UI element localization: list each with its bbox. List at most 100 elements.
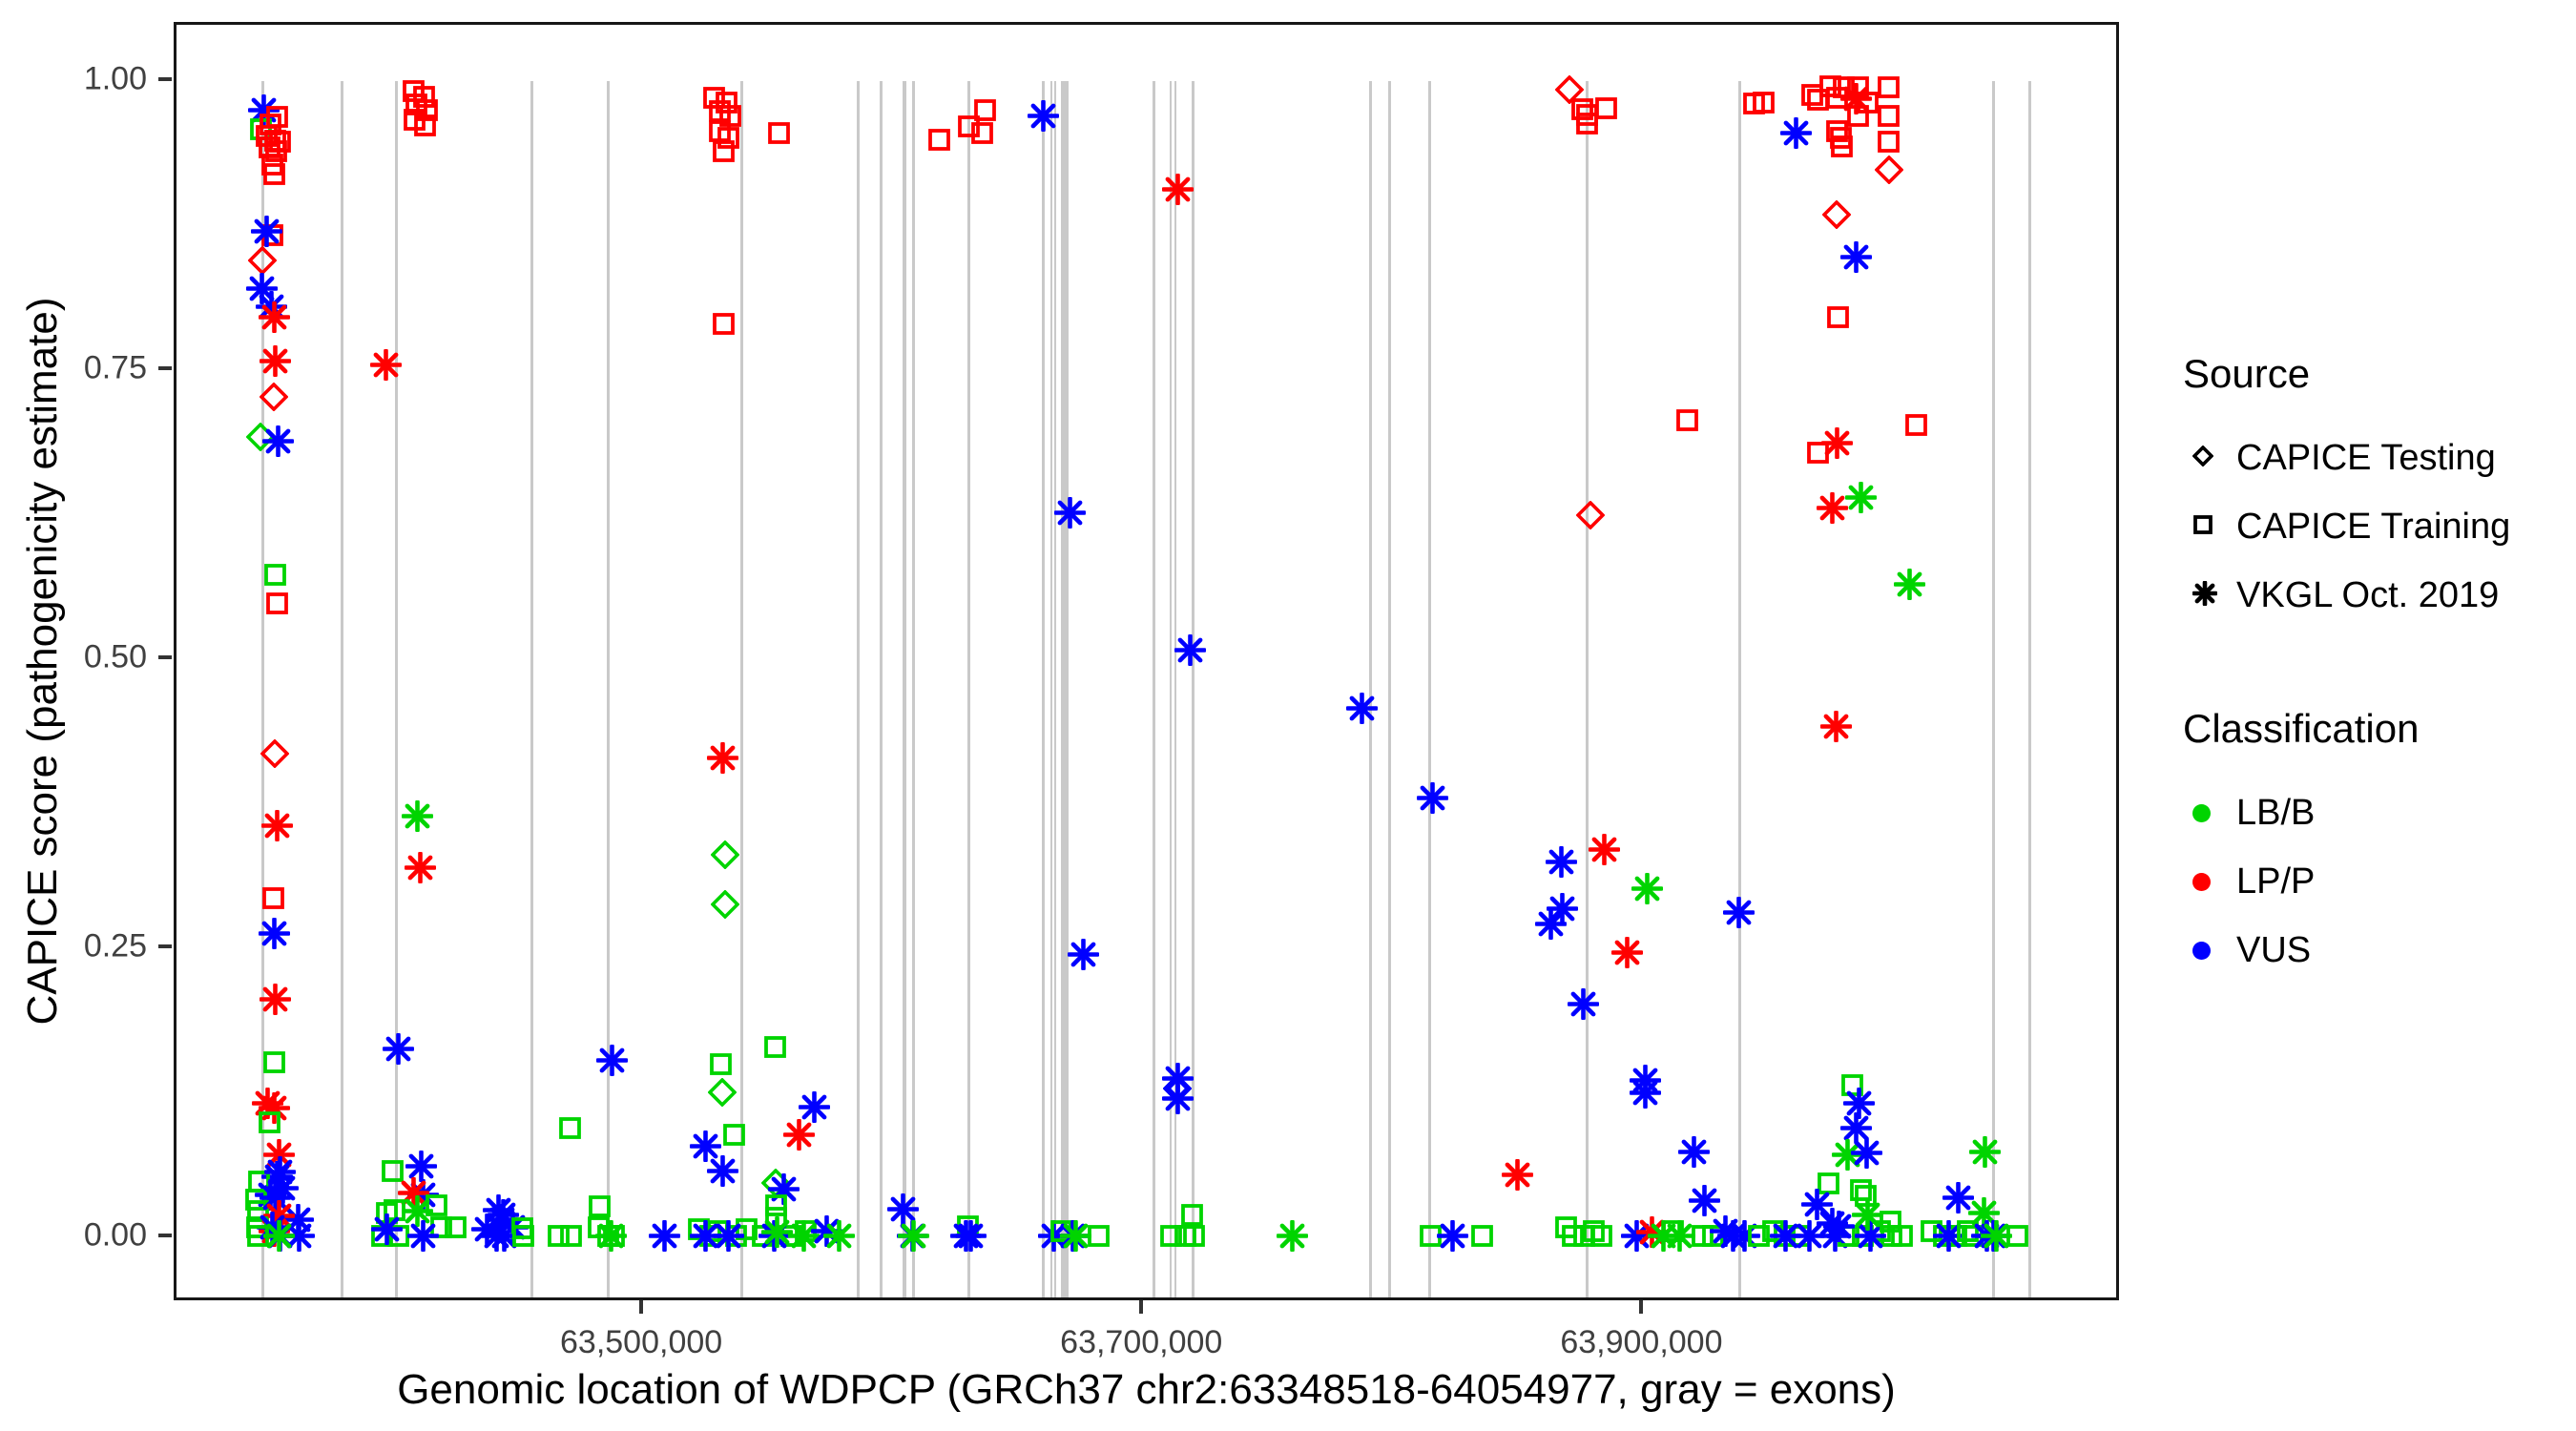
data-point (1877, 130, 1901, 154)
exon-region-line (2028, 81, 2032, 1297)
data-point (261, 810, 294, 842)
data-point (381, 1159, 405, 1183)
data-point (1874, 155, 1903, 184)
data-point (1801, 1188, 1834, 1220)
data-point (1688, 1185, 1720, 1217)
exon-region-line (606, 81, 610, 1297)
data-point (262, 1050, 286, 1074)
data-point (1053, 497, 1086, 529)
data-point (405, 1150, 437, 1182)
data-point (707, 741, 739, 774)
data-point (1981, 1219, 2013, 1252)
data-point (251, 216, 283, 248)
data-point (558, 1116, 582, 1140)
data-point (955, 1219, 987, 1252)
legend-source-item: VKGL Oct. 2019 (2183, 561, 2565, 630)
data-point (1174, 634, 1206, 667)
data-point (1575, 500, 1605, 529)
data-point (783, 1119, 816, 1151)
data-point (1575, 112, 1599, 135)
y-tick-label: 0.00 (83, 1216, 147, 1254)
data-point (1793, 1219, 1825, 1252)
data-point (1661, 1219, 1685, 1243)
exon-region-line (1428, 81, 1432, 1297)
y-tick-label: 0.50 (83, 638, 147, 675)
data-point (260, 984, 292, 1016)
data-point (1956, 1219, 1980, 1243)
data-point (1417, 782, 1449, 815)
data-point (265, 591, 289, 615)
exon-region-line (1191, 81, 1195, 1297)
data-point (283, 1219, 316, 1252)
data-point (1855, 1219, 1887, 1252)
data-point (259, 383, 288, 412)
data-point (258, 1110, 281, 1134)
data-point (763, 1035, 787, 1059)
data-point (444, 1215, 467, 1239)
exon-region-line (1170, 81, 1173, 1297)
data-point (709, 1052, 733, 1076)
data-point (1832, 75, 1856, 99)
data-point (1877, 75, 1901, 99)
data-point (761, 1215, 794, 1248)
data-point (1826, 305, 1850, 329)
data-point (1568, 988, 1600, 1021)
legend-classification-item: LB/B (2183, 778, 2565, 847)
data-point (1161, 1083, 1194, 1115)
legend-classification-block: Classification LB/B LP/P VUS (2183, 706, 2565, 985)
exon-region-line (967, 81, 971, 1297)
data-point (1677, 1136, 1710, 1169)
legend-source-item-label: CAPICE Training (2236, 506, 2511, 547)
exon-region-line (341, 81, 344, 1297)
legend-classification-item-label: VUS (2236, 929, 2312, 970)
data-point (244, 1188, 268, 1212)
legend-classification-title: Classification (2183, 706, 2420, 751)
y-tick-mark (158, 655, 172, 659)
legend-classification-item-label: LP/P (2236, 861, 2316, 902)
legend-source-item-label: VKGL Oct. 2019 (2236, 574, 2500, 615)
data-point (764, 1193, 788, 1217)
data-point (1904, 413, 1928, 437)
data-point (264, 1155, 297, 1188)
data-point (602, 1224, 626, 1248)
data-point (547, 1224, 571, 1248)
data-point (722, 1123, 746, 1147)
data-point (690, 1130, 722, 1163)
asterisk-icon (2183, 574, 2236, 616)
data-point (2005, 1224, 2029, 1248)
data-point (1747, 1224, 1771, 1248)
y-tick-label: 0.75 (83, 349, 147, 386)
data-point (1819, 711, 1852, 743)
legend-classification-item: LP/P (2183, 847, 2565, 916)
exon-region-line (1060, 81, 1069, 1297)
data-point (1817, 492, 1849, 525)
data-point (1059, 1219, 1091, 1252)
data-point (1589, 833, 1621, 865)
data-point (259, 1092, 291, 1125)
data-point (1821, 199, 1851, 229)
data-point (712, 312, 736, 336)
data-point (1894, 569, 1926, 601)
data-point (1546, 846, 1578, 879)
data-point (1182, 1224, 1206, 1248)
diamond-icon (2183, 437, 2236, 479)
data-point (1346, 692, 1379, 724)
data-point (480, 1219, 512, 1252)
data-point (1631, 872, 1663, 904)
data-point (246, 1199, 270, 1223)
data-point (263, 563, 287, 587)
data-point (1610, 936, 1643, 968)
data-point (799, 1090, 831, 1123)
y-tick-mark (158, 366, 172, 370)
data-point (402, 799, 434, 832)
data-point (1845, 482, 1878, 514)
data-point (259, 918, 291, 950)
data-point (1877, 104, 1901, 128)
data-point (1547, 892, 1579, 924)
legend-source-item: CAPICE Testing (2183, 424, 2565, 492)
data-point (1920, 1219, 1943, 1243)
legend-classification-item: VUS (2183, 916, 2565, 985)
y-tick-mark (158, 77, 172, 81)
x-tick-label: 63,500,000 (560, 1324, 723, 1360)
